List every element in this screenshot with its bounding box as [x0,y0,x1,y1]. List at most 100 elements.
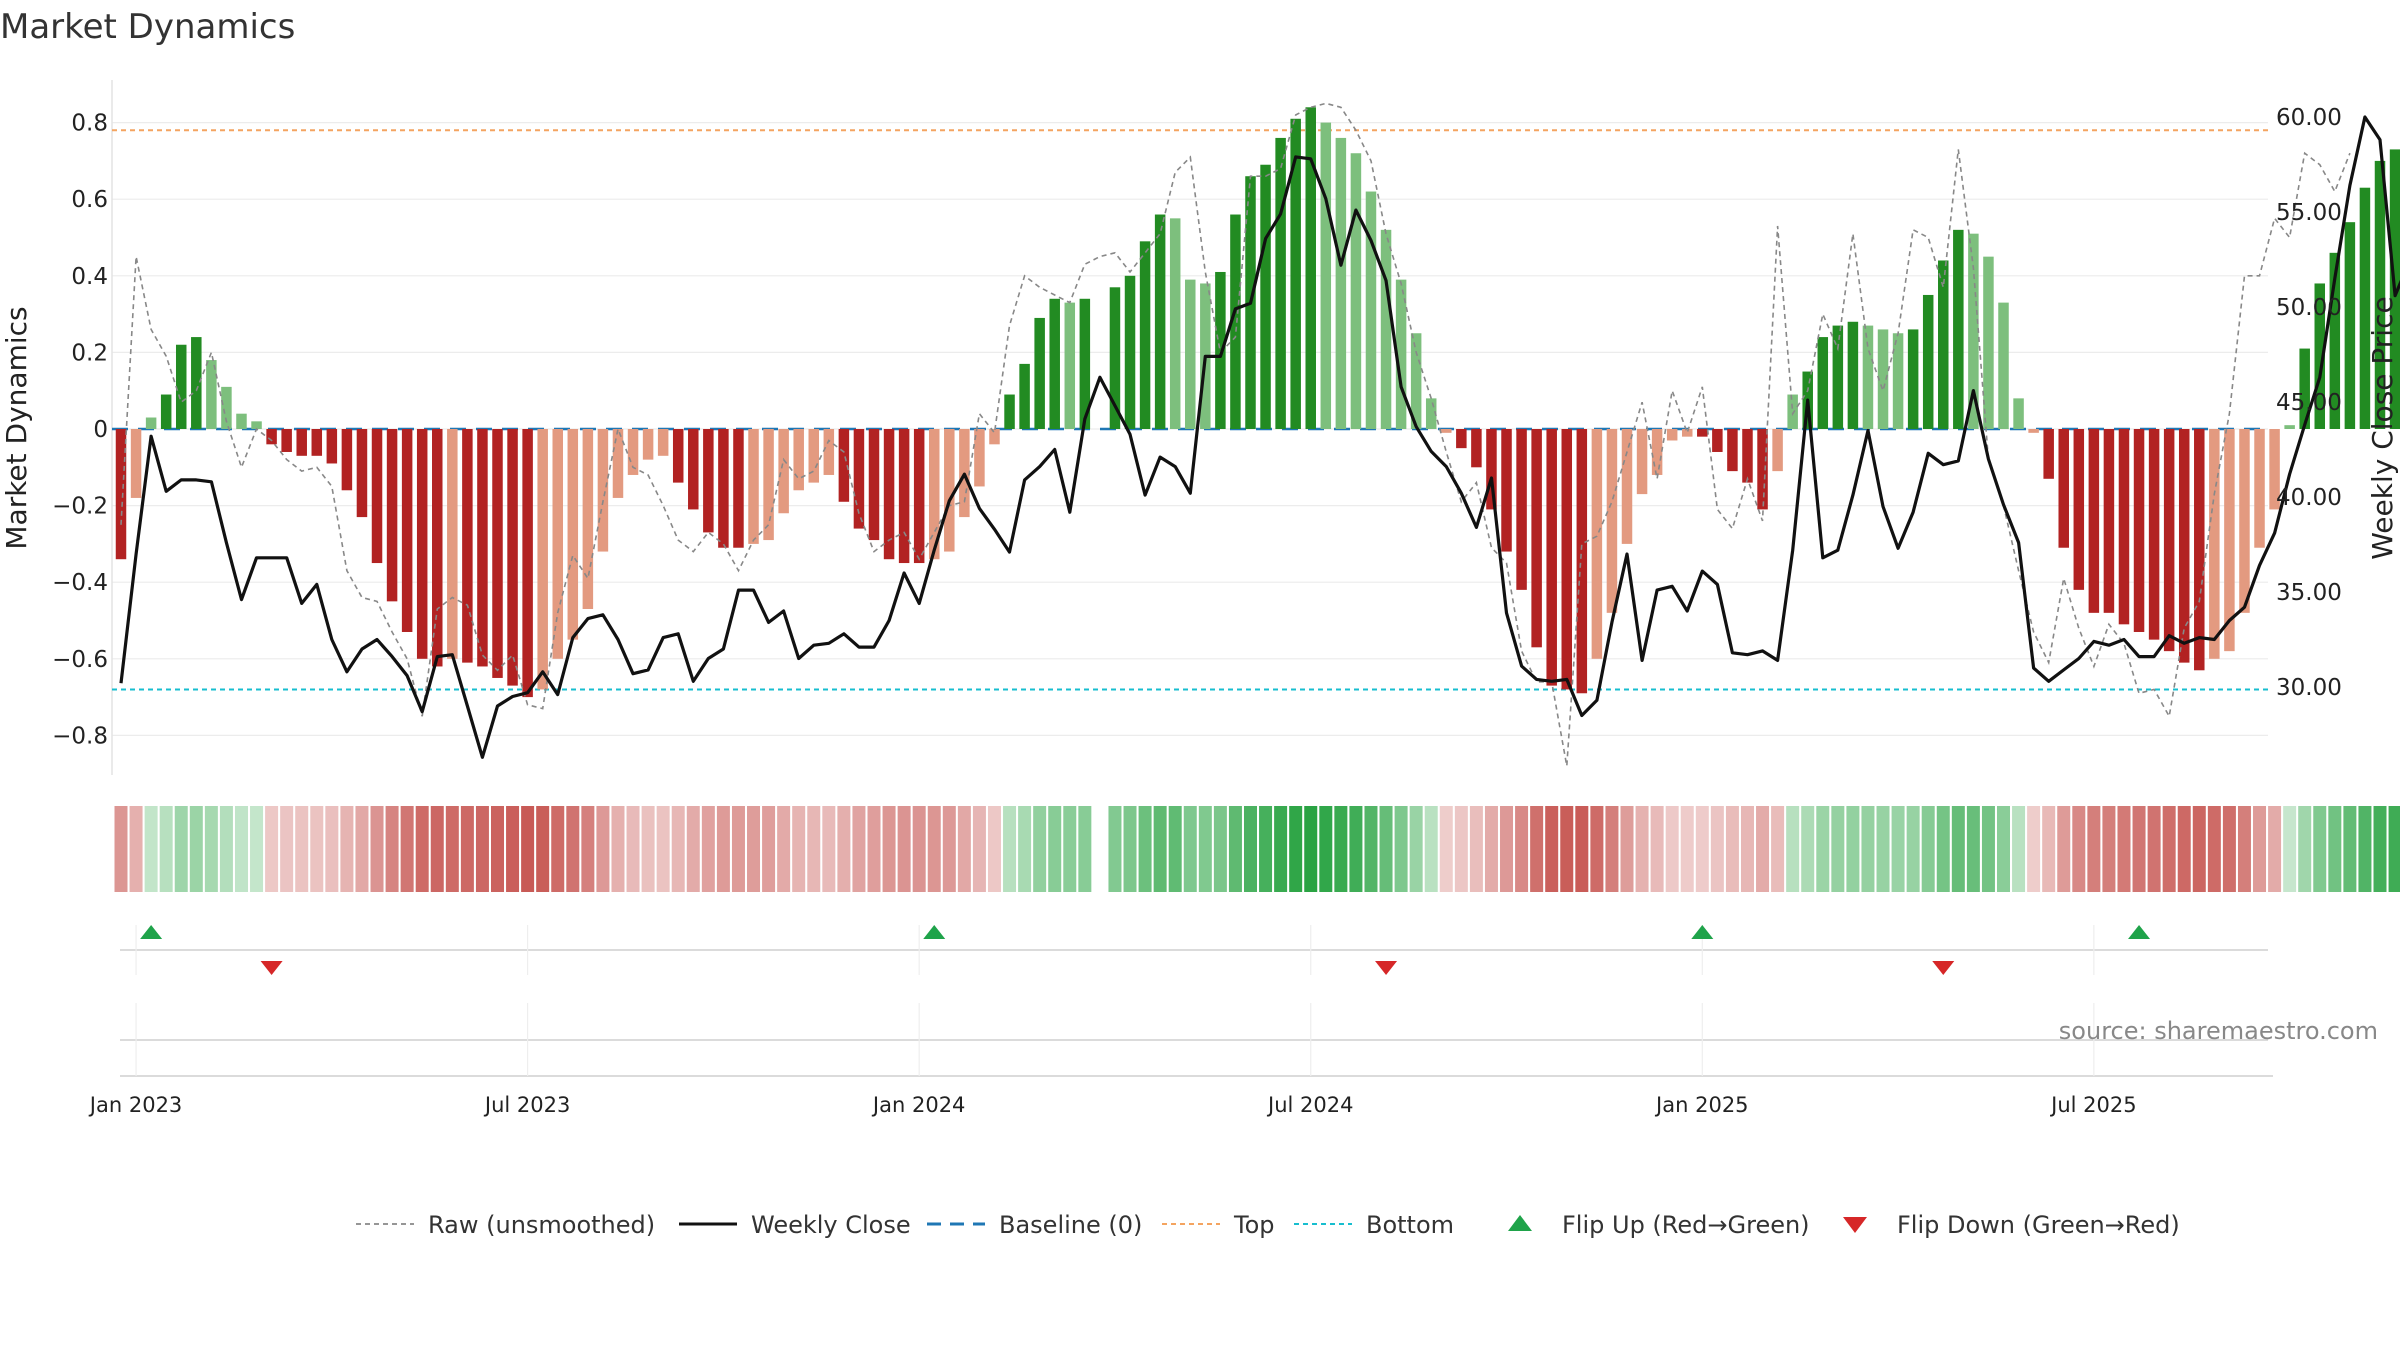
left-tick-label: −0.8 [52,723,108,749]
heat-cell [340,806,354,892]
dynamics-bar [2118,429,2130,625]
dynamics-bar [1275,137,1286,430]
heat-cell [987,806,1001,892]
heat-cell [2162,806,2176,892]
heat-cell [1575,806,1589,892]
heat-cell [611,806,625,892]
dynamics-bar [597,429,609,552]
dynamics-bar [913,429,925,564]
heat-cell [1997,806,2010,892]
heat-cell [1906,806,1920,892]
dynamics-bar [401,429,413,632]
dynamics-bar [2254,429,2265,548]
dynamics-bar [2133,429,2145,632]
dynamics-bar [1185,279,1196,429]
dynamics-bar [537,429,548,690]
right-tick-label: 40.00 [2276,485,2342,511]
dynamics-bar [808,429,820,483]
dynamics-bar [1260,164,1271,430]
dynamics-bar [266,429,277,445]
dynamics-bar [1335,137,1347,430]
x-tick-label: Jul 2025 [2049,1093,2136,1117]
heat-cell [2057,806,2071,892]
heat-cell [2237,806,2251,892]
heat-cell [1786,806,1800,892]
heat-cell [2207,806,2221,892]
heat-cell [1213,806,1227,892]
heat-cell [2313,806,2327,892]
left-tick-label: −0.4 [52,570,108,596]
dynamics-bar [2239,429,2250,613]
heat-cell [551,806,565,892]
dynamics-bar [1380,229,1392,429]
dynamics-bar [2344,222,2356,429]
heat-cell [792,806,806,892]
dynamics-bar [1953,229,1964,429]
heat-cell [491,806,504,892]
dynamics-bar [1546,429,1557,686]
heat-cell [129,806,143,892]
heat-cell [1048,806,1062,892]
heat-cell [626,806,640,892]
heat-cell [1680,806,1694,892]
legend-label-close: Weekly Close [751,1211,911,1239]
heat-cell [506,806,520,892]
heat-cell [310,806,324,892]
heat-cell [1695,806,1709,892]
dynamics-bar [1606,429,1618,613]
left-tick-label: 0.6 [71,187,108,213]
dynamics-bar [1365,191,1377,429]
heat-cell [957,806,971,892]
heat-cell [1816,806,1830,892]
dynamics-bar [2359,187,2371,429]
heat-cell [1364,806,1378,892]
left-tick-label: −0.2 [52,494,108,520]
raw-line [120,102,2351,767]
heat-cell [596,806,610,892]
flip-down-marker [1932,961,1955,975]
heat-cell [355,806,369,892]
heat-cell [852,806,866,892]
dynamics-bar [1305,107,1316,429]
dynamics-bar [703,429,714,533]
heat-cell [1876,806,1890,892]
heat-cell [1500,806,1514,892]
dynamics-bar [1456,429,1467,449]
dynamics-bar [1395,279,1407,429]
heat-cell [1168,806,1182,892]
dynamics-bar [1109,287,1121,429]
right-axis-ticks: 30.00 35.00 40.00 45.00 50.00 55.00 60.00 [2276,105,2342,701]
dynamics-bar [1471,429,1482,468]
dynamics-bar [1064,302,1076,429]
heat-cell [1033,806,1047,892]
x-tick-label: Jul 2023 [483,1093,570,1117]
right-tick-label: 55.00 [2276,200,2342,226]
dynamics-bars [115,107,2400,698]
right-tick-label: 60.00 [2276,105,2342,131]
legend-label-flip_up: Flip Up (Red→Green) [1562,1211,1810,1239]
dynamics-bar [1877,329,1889,429]
heat-cell [1846,806,1860,892]
heat-cell [1259,806,1273,892]
heat-cell [1409,806,1423,892]
heat-cell [716,806,730,892]
heat-cell [1003,806,1017,892]
dynamics-bar [2073,429,2085,590]
heat-cell [2192,806,2206,892]
dynamics-bar [2224,429,2235,652]
regime-heat-strip [114,806,2400,892]
dynamics-bar [1049,298,1060,429]
heat-cell [566,806,580,892]
dynamics-bar [416,429,428,659]
dynamics-bar [356,429,368,518]
heat-cell [1244,806,1257,892]
dynamics-bar [175,344,187,429]
dynamics-bar [477,429,488,667]
left-tick-label: 0.2 [71,340,108,366]
heat-cell [1530,806,1544,892]
heat-cell [1063,806,1077,892]
dynamics-bar [657,429,669,456]
flip-up-marker [2128,925,2151,939]
heat-cell [1183,806,1197,892]
dynamics-bar [2209,429,2220,659]
